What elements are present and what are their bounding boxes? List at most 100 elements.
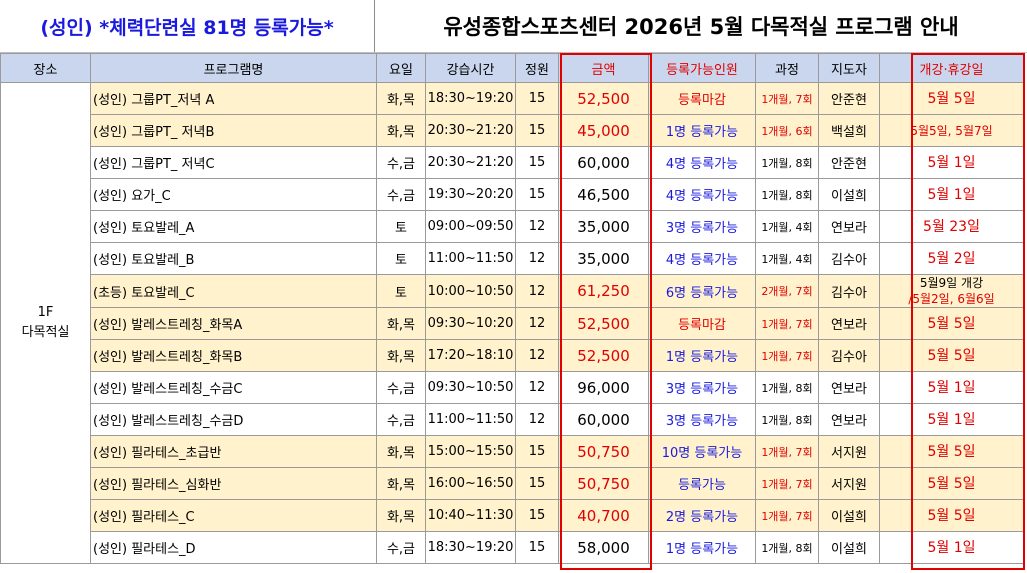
program-holiday: 5월 23일 [879,210,1024,243]
program-holiday: 5월 5일 [879,499,1024,532]
program-fee: 40,700 [558,499,649,532]
program-availability: 등록마감 [648,82,756,115]
program-capacity: 15 [515,146,559,179]
program-availability: 4명 등록가능 [648,178,756,211]
program-capacity: 12 [515,403,559,436]
program-teacher: 안준현 [818,146,880,179]
program-day: 수,금 [376,146,426,179]
program-day: 수,금 [376,371,426,404]
table-row: (성인) 발레스트레칭_수금C 수,금 09:30~10:50 12 96,000 3명 … [1,371,1024,404]
program-holiday: 5월 1일 [879,531,1024,564]
program-fee: 61,250 [558,274,649,308]
program-name: (성인) 토요발레_B [90,242,377,275]
col-header-place: 장소 [0,53,91,83]
program-name: (성인) 발레스트레칭_수금D [90,403,377,436]
program-day: 화,목 [376,307,426,340]
program-time: 17:20~18:10 [425,339,516,372]
program-name: (성인) 발레스트레칭_화목A [90,307,377,340]
program-course: 1개월, 7회 [755,499,819,532]
program-fee: 60,000 [558,146,649,179]
program-time: 19:30~20:20 [425,178,516,211]
program-teacher: 김수아 [818,274,880,308]
program-teacher: 이설희 [818,178,880,211]
col-header-program: 프로그램명 [90,53,377,83]
program-fee: 50,750 [558,435,649,468]
program-fee: 52,500 [558,339,649,372]
program-capacity: 12 [515,371,559,404]
program-fee: 46,500 [558,178,649,211]
program-fee: 96,000 [558,371,649,404]
program-capacity: 15 [515,82,559,115]
program-day: 토 [376,274,426,308]
program-time: 11:00~11:50 [425,242,516,275]
program-course: 1개월, 7회 [755,307,819,340]
program-fee: 52,500 [558,307,649,340]
program-course: 1개월, 6회 [755,114,819,147]
col-header-capacity: 정원 [515,53,559,83]
program-course: 1개월, 7회 [755,467,819,500]
place-floor: 1F [37,305,54,320]
program-capacity: 15 [515,114,559,147]
program-capacity: 15 [515,467,559,500]
program-day: 화,목 [376,114,426,147]
program-availability: 1명 등록가능 [648,114,756,147]
program-day: 토 [376,210,426,243]
program-teacher: 연보라 [818,307,880,340]
table-row: (성인) 발레스트레칭_수금D 수,금 11:00~11:50 12 60,000 3명 … [1,403,1024,436]
col-header-course: 과정 [755,53,819,83]
table-row: (초등) 토요발레_C 토 10:00~10:50 12 61,250 6명 등록가능 2개… [1,274,1024,308]
program-time: 09:00~09:50 [425,210,516,243]
program-capacity: 12 [515,242,559,275]
program-name: (성인) 발레스트레칭_수금C [90,371,377,404]
program-course: 1개월, 7회 [755,339,819,372]
program-capacity: 15 [515,531,559,564]
program-capacity: 15 [515,499,559,532]
col-header-holiday: 개강·휴강일 [879,53,1024,83]
table-row: (성인) 필라테스_심화반 화,목 16:00~16:50 15 50,750 등록가능 1… [1,467,1024,500]
program-availability: 6명 등록가능 [648,274,756,308]
program-course: 1개월, 4회 [755,210,819,243]
program-teacher: 연보라 [818,371,880,404]
table-row: (성인) 토요발레_B 토 11:00~11:50 12 35,000 4명 등록가능 1개… [1,242,1024,275]
program-course: 1개월, 8회 [755,403,819,436]
program-course: 1개월, 7회 [755,435,819,468]
program-holiday: 5월9일 개강/5월2일, 6월6일 [879,274,1024,308]
program-day: 토 [376,242,426,275]
program-capacity: 12 [515,307,559,340]
program-fee: 60,000 [558,403,649,436]
program-course: 1개월, 4회 [755,242,819,275]
program-teacher: 이설희 [818,531,880,564]
program-teacher: 김수아 [818,242,880,275]
program-capacity: 15 [515,435,559,468]
program-teacher: 서지원 [818,435,880,468]
table-row: (성인) 그룹PT_ 저녁C 수,금 20:30~21:20 15 60,000 4명 등… [1,146,1024,179]
program-fee: 35,000 [558,210,649,243]
program-holiday-off: /5월2일, 6월6일 [908,292,995,306]
program-capacity: 12 [515,274,559,308]
program-availability: 4명 등록가능 [648,242,756,275]
program-availability: 3명 등록가능 [648,371,756,404]
col-header-availability: 등록가능인원 [648,53,756,83]
program-holiday: 5월 5일 [879,339,1024,372]
program-day: 화,목 [376,435,426,468]
place-room: 다목적실 [21,325,70,340]
table-row: (성인) 그룹PT_ 저녁B 화,목 20:30~21:20 15 45,000 1명 등… [1,114,1024,147]
table-row: (성인) 필라테스_D 수,금 18:30~19:20 15 58,000 1명 등록가능… [1,531,1024,564]
program-day: 화,목 [376,467,426,500]
program-availability: 3명 등록가능 [648,403,756,436]
table-row: (성인) 필라테스_초급반 화,목 15:00~15:50 15 50,750 10명 등… [1,435,1024,468]
program-time: 20:30~21:20 [425,146,516,179]
program-holiday-open: 5월9일 개강 [919,276,984,290]
program-holiday: 5월 5일 [879,307,1024,340]
program-availability: 4명 등록가능 [648,146,756,179]
program-day: 수,금 [376,178,426,211]
program-name: (성인) 필라테스_초급반 [90,435,377,468]
program-name: (성인) 발레스트레칭_화목B [90,339,377,372]
program-name: (성인) 필라테스_심화반 [90,467,377,500]
table-row: (성인) 발레스트레칭_화목A 화,목 09:30~10:20 12 52,500 등록마… [1,307,1024,340]
program-time: 09:30~10:50 [425,371,516,404]
program-time: 20:30~21:20 [425,114,516,147]
program-fee: 50,750 [558,467,649,500]
program-teacher: 김수아 [818,339,880,372]
program-course: 1개월, 8회 [755,531,819,564]
